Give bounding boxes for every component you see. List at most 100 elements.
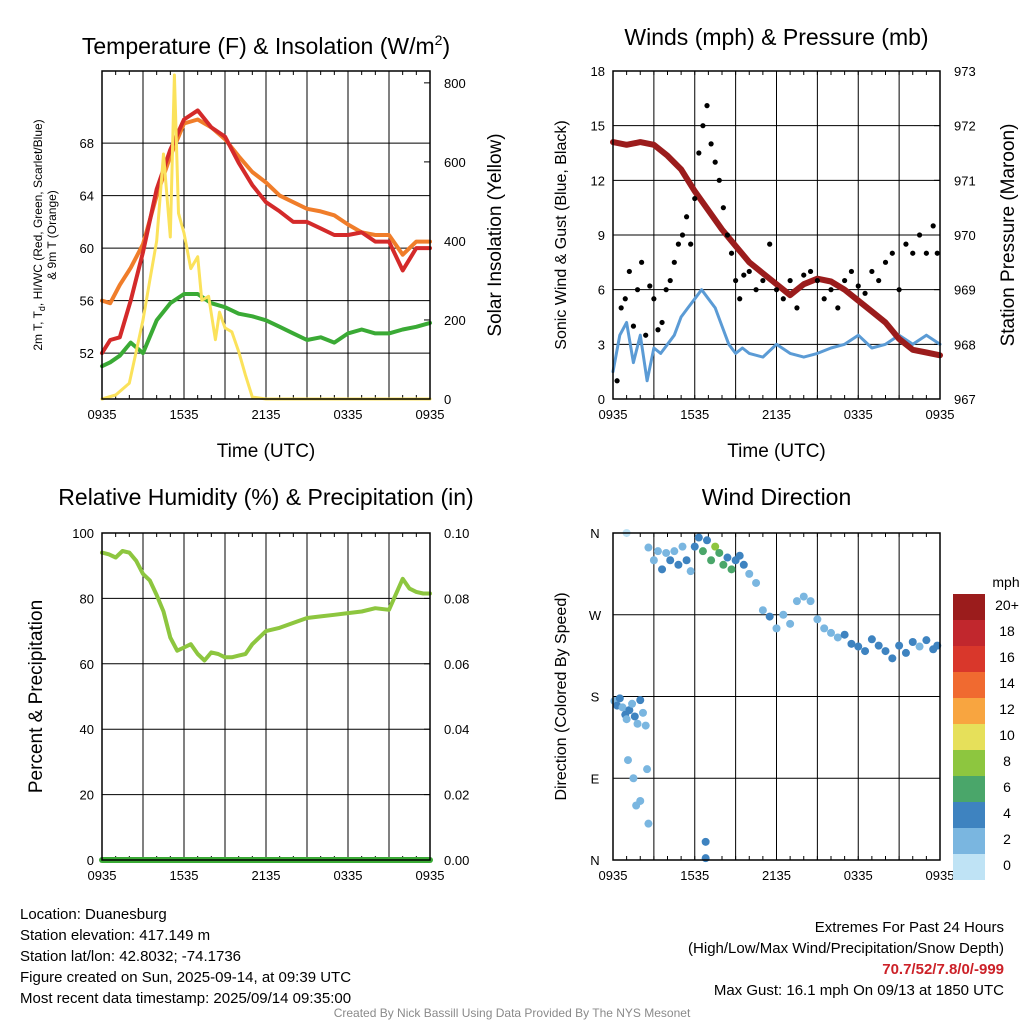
direction-point	[833, 633, 842, 642]
direction-tick-label: W	[589, 608, 602, 623]
colorbar-swatch	[953, 620, 985, 646]
title-superscript: 2	[435, 32, 443, 48]
gust-point	[903, 241, 909, 247]
colorbar-label: 0	[1003, 857, 1011, 873]
direction-point	[908, 638, 917, 646]
title-main: Temperature (F) & Insolation (W/m	[82, 33, 435, 59]
gust-point	[647, 283, 653, 289]
gust-point	[842, 277, 848, 284]
colorbar-label: 18	[999, 623, 1015, 639]
y-tick-label-right: 0.04	[444, 722, 469, 737]
y-tick-label-left: 80	[80, 591, 94, 606]
direction-point	[806, 597, 815, 606]
colorbar-label: 8	[1003, 753, 1011, 769]
y-tick-label-right: 600	[444, 155, 466, 170]
y-tick-label-left: 9	[598, 228, 605, 243]
direction-point	[678, 542, 687, 551]
location-text: Location: Duanesburg	[20, 906, 167, 923]
direction-point	[643, 765, 652, 774]
gust-point	[692, 195, 698, 202]
gust-point	[835, 305, 841, 311]
y-tick-label-right: 800	[444, 76, 466, 91]
y-tick-label-left: 60	[80, 241, 94, 256]
colorbar-swatch	[953, 828, 985, 854]
y-tick-label-right: 400	[444, 234, 466, 249]
rh-y-axis-label-left: Percent & Precipitation	[26, 600, 47, 793]
y-tick-label-left: 3	[598, 337, 605, 352]
gust-point	[733, 277, 739, 284]
direction-tick-label: S	[591, 690, 600, 705]
wind-y-axis-label-right: Station Pressure (Maroon)	[998, 124, 1019, 347]
colorbar-label: 4	[1003, 805, 1011, 821]
gust-point	[659, 319, 665, 326]
y-tick-label-right: 972	[954, 119, 976, 134]
gust-point	[746, 268, 752, 275]
extremes-subtitle: (High/Low/Max Wind/Precipitation/Snow De…	[688, 940, 1004, 957]
colorbar-label: 6	[1003, 779, 1011, 795]
y-tick-label-right: 0.02	[444, 788, 469, 803]
direction-point	[701, 854, 710, 863]
direction-point	[799, 592, 808, 601]
gust-point	[696, 150, 702, 156]
direction-point	[792, 597, 801, 606]
wind-y-axis-label-left: Sonic Wind & Gust (Blue, Black)	[553, 120, 570, 349]
colorbar-swatch	[953, 802, 985, 828]
direction-point	[633, 719, 642, 728]
direction-point	[861, 647, 870, 656]
direction-point	[644, 819, 653, 828]
x-tick-label: 0935	[926, 407, 955, 422]
elevation-text: Station elevation: 417.149 m	[20, 927, 211, 944]
gust-point	[655, 327, 661, 333]
gust-point	[882, 259, 889, 265]
x-tick-label: 0935	[88, 407, 117, 422]
gust-point	[767, 241, 773, 247]
gust-point	[720, 205, 726, 211]
gust-point	[821, 296, 827, 302]
y-tick-label-left: 20	[80, 788, 94, 803]
y-tick-label-left: 64	[80, 189, 94, 204]
y-tick-label-left: 6	[598, 283, 605, 298]
dir-y-axis-label-left: Direction (Colored By Speed)	[553, 592, 570, 800]
latlon-text: Station lat/lon: 42.8032; -74.1736	[20, 948, 242, 965]
direction-point	[622, 715, 631, 724]
gust-point	[688, 241, 694, 247]
direction-point	[881, 647, 890, 656]
credit-text: Created By Nick Bassill Using Data Provi…	[333, 1006, 691, 1020]
direction-point	[690, 542, 699, 551]
colorbar-swatch	[953, 724, 985, 750]
direction-point	[625, 706, 634, 715]
extremes-info: Extremes For Past 24 Hours (High/Low/Max…	[688, 917, 1004, 1001]
direction-point	[779, 610, 788, 619]
y-tick-label-right: 0.10	[444, 526, 469, 541]
direction-point	[694, 533, 703, 542]
gust-point	[801, 272, 807, 278]
gust-point	[910, 250, 916, 256]
y-tick-label-left: 0	[598, 392, 605, 407]
direction-point	[644, 543, 653, 552]
direction-point	[723, 553, 732, 562]
direction-point	[662, 548, 671, 557]
direction-point	[701, 837, 710, 846]
direction-point	[727, 565, 736, 574]
wind-series-line	[610, 139, 943, 359]
max-gust-text: Max Gust: 16.1 mph On 09/13 at 1850 UTC	[713, 982, 1004, 999]
plot-border	[101, 70, 431, 400]
y-tick-label-right: 0.08	[444, 591, 469, 606]
gust-point	[663, 287, 669, 293]
gust-point	[679, 232, 686, 238]
gust-point	[712, 159, 718, 165]
title-close: )	[442, 33, 450, 59]
direction-point	[752, 578, 761, 587]
y-tick-label-left: 60	[80, 657, 94, 672]
y-tick-label-right: 967	[954, 392, 976, 407]
direction-point	[915, 642, 924, 651]
colorbar-swatch	[953, 646, 985, 672]
wind-series-line	[611, 288, 942, 383]
gust-point	[876, 277, 882, 284]
colorbar-label: 16	[999, 649, 1015, 665]
extremes-title: Extremes For Past 24 Hours	[814, 919, 1004, 936]
colorbar-swatch	[953, 776, 985, 802]
direction-point	[772, 624, 781, 633]
direction-point	[820, 624, 829, 633]
direction-point	[854, 642, 863, 651]
